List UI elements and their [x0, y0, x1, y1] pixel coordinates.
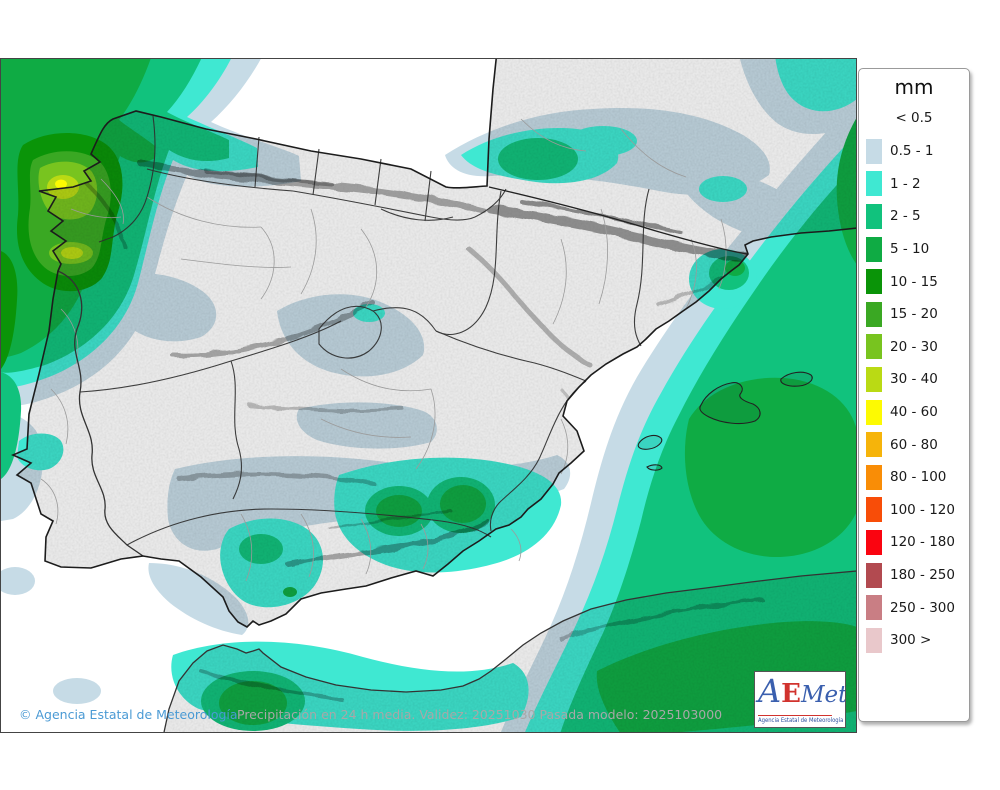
legend-entry: 20 - 30: [859, 331, 969, 364]
legend-title: mm: [894, 75, 934, 99]
legend-entry-label: 60 - 80: [890, 436, 938, 453]
legend-swatch: [866, 171, 882, 197]
legend-first-entry: < 0.5: [895, 110, 933, 126]
map-canvas: [1, 59, 856, 732]
logo-subtitle: Agencia Estatal de Meteorología: [758, 715, 844, 724]
legend-entry-label: 10 - 15: [890, 273, 938, 290]
precipitation-legend: mm < 0.5 0.5 - 1 1 - 2 2 - 5 5 - 10 10 - 15 1…: [858, 68, 970, 722]
borders-layer: [12, 59, 856, 732]
legend-entry: 60 - 80: [859, 428, 969, 461]
legend-entry: 30 - 40: [859, 363, 969, 396]
legend-entry-label: 80 - 100: [890, 469, 947, 486]
legend-entry: 300 >: [859, 624, 969, 657]
legend-entry-label: 250 - 300: [890, 599, 955, 616]
legend-rows: 0.5 - 1 1 - 2 2 - 5 5 - 10 10 - 15 15 - 20 20 …: [859, 135, 969, 657]
legend-entry-label: 300 >: [890, 632, 932, 649]
legend-entry-label: 120 - 180: [890, 534, 955, 551]
legend-entry-label: 1 - 2: [890, 175, 921, 192]
legend-entry-label: 100 - 120: [890, 501, 955, 518]
legend-swatch: [866, 529, 882, 555]
legend-entry: 120 - 180: [859, 526, 969, 559]
legend-swatch: [866, 366, 882, 392]
legend-entry: 100 - 120: [859, 494, 969, 527]
attribution-text: © Agencia Estatal de Meteorología: [19, 707, 238, 722]
legend-swatch: [866, 138, 882, 164]
legend-swatch: [866, 301, 882, 327]
aemet-wordmark: AEMet: [758, 672, 845, 712]
precipitation-layer: [1, 59, 856, 732]
legend-entry-label: 30 - 40: [890, 371, 938, 388]
legend-swatch: [866, 595, 882, 621]
legend-entry: 180 - 250: [859, 559, 969, 592]
legend-entry-label: 15 - 20: [890, 306, 938, 323]
legend-swatch: [866, 399, 882, 425]
legend-swatch: [866, 334, 882, 360]
legend-swatch: [866, 497, 882, 523]
legend-swatch: [866, 562, 882, 588]
legend-entry-label: 5 - 10: [890, 241, 930, 258]
legend-swatch: [866, 269, 882, 295]
logo-letters-met: Met: [800, 682, 846, 708]
legend-entry: 5 - 10: [859, 233, 969, 266]
legend-swatch: [866, 432, 882, 458]
legend-swatch: [866, 236, 882, 262]
map-caption: Precipitación en 24 h media. Validez: 20…: [237, 707, 723, 722]
legend-swatch: [866, 464, 882, 490]
legend-entry-label: 20 - 30: [890, 338, 938, 355]
legend-entry: 250 - 300: [859, 591, 969, 624]
legend-swatch: [866, 203, 882, 229]
logo-letter-e: E: [781, 679, 801, 709]
legend-entry-label: 0.5 - 1: [890, 143, 934, 160]
legend-entry-label: 40 - 60: [890, 404, 938, 421]
legend-entry: 10 - 15: [859, 265, 969, 298]
legend-entry-label: 2 - 5: [890, 208, 921, 225]
legend-entry-label: 180 - 250: [890, 567, 955, 584]
legend-entry: 1 - 2: [859, 168, 969, 201]
legend-entry: 15 - 20: [859, 298, 969, 331]
legend-entry: 40 - 60: [859, 396, 969, 429]
precipitation-map: © Agencia Estatal de Meteorología Precip…: [0, 58, 857, 733]
legend-swatch: [866, 627, 882, 653]
legend-entry: 2 - 5: [859, 200, 969, 233]
aemet-logo: AEMet Agencia Estatal de Meteorología: [754, 671, 846, 728]
legend-entry: 0.5 - 1: [859, 135, 969, 168]
logo-letter-a: A: [758, 672, 782, 710]
legend-entry: 80 - 100: [859, 461, 969, 494]
